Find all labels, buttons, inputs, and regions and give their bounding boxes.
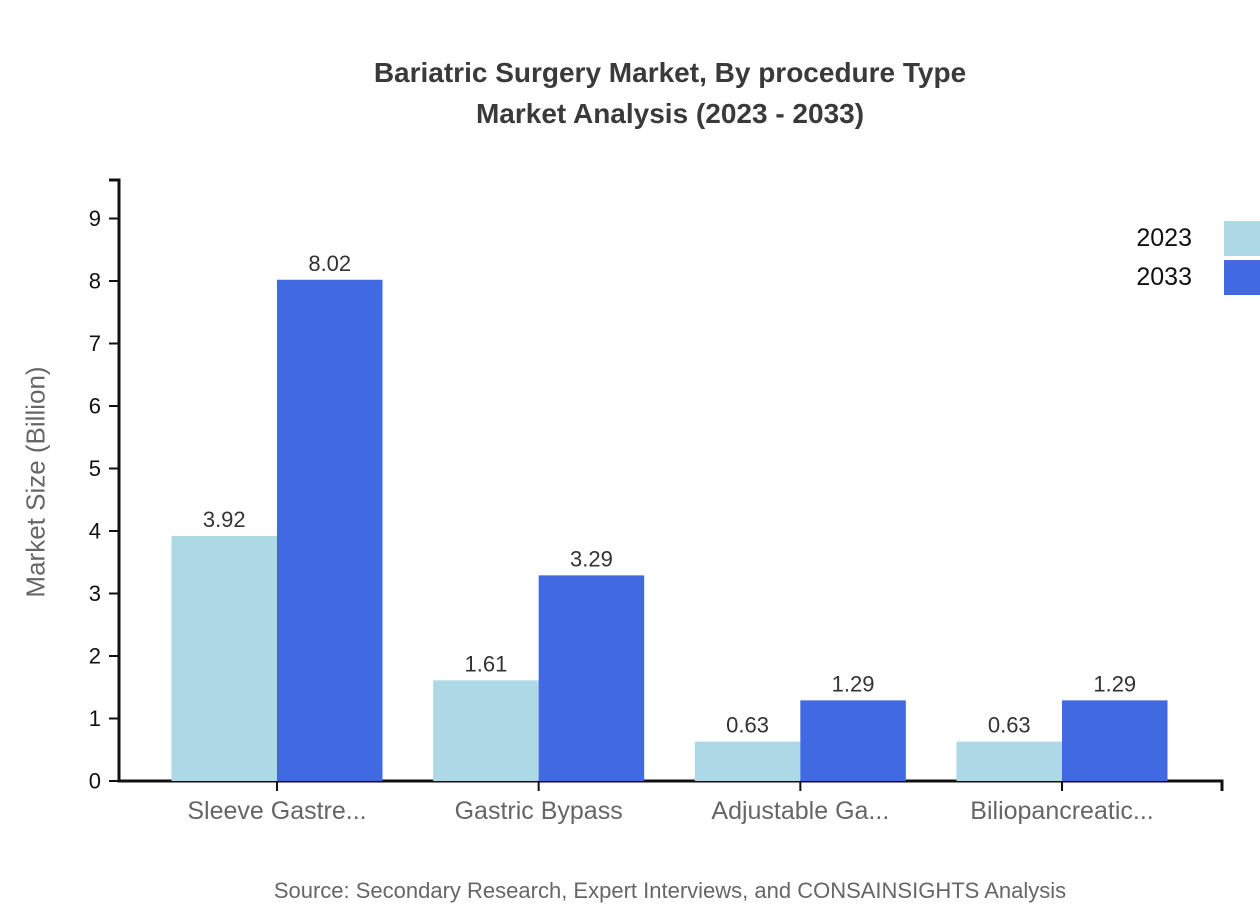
bar-2033-1 (538, 575, 645, 781)
legend-swatch (1224, 221, 1260, 256)
y-tick-label: 7 (89, 331, 101, 356)
chart-title-line1: Bariatric Surgery Market, By procedure T… (373, 57, 967, 88)
bar-2023-0 (171, 536, 277, 781)
legend-item-2033: 2033 (1136, 258, 1260, 297)
legend-swatch (1224, 260, 1260, 295)
value-label: 0.63 (726, 713, 769, 738)
chart-title-line2: Market Analysis (2023 - 2033) (475, 98, 865, 129)
category-label: Gastric Bypass (455, 797, 623, 825)
legend: 2023 2033 (1136, 219, 1260, 297)
source-note: Source: Secondary Research, Expert Inter… (273, 878, 1067, 903)
legend-label: 2023 (1136, 224, 1192, 252)
value-label: 8.02 (308, 251, 351, 276)
bar-2033-3 (1062, 700, 1168, 781)
y-tick-label: 4 (89, 519, 101, 544)
value-label: 1.29 (1093, 671, 1136, 696)
category-label: Sleeve Gastre... (187, 797, 366, 825)
bar-2023-2 (694, 741, 801, 781)
legend-label: 2033 (1136, 263, 1192, 291)
bar-2033-2 (800, 700, 906, 781)
value-label: 1.29 (832, 671, 875, 696)
y-tick-label: 6 (89, 394, 101, 419)
category-label: Biliopancreatic... (970, 797, 1153, 825)
legend-item-2023: 2023 (1136, 219, 1260, 258)
y-tick-label: 0 (89, 769, 101, 794)
category-label: Adjustable Ga... (711, 797, 889, 825)
bar-2023-3 (956, 741, 1063, 781)
value-label: 3.29 (570, 546, 613, 571)
y-tick-label: 9 (89, 206, 101, 231)
chart-title: Bariatric Surgery Market, By procedure T… (80, 52, 1260, 134)
y-tick-label: 2 (89, 644, 101, 669)
y-tick-label: 8 (89, 269, 101, 294)
y-tick-label: 5 (89, 456, 101, 481)
value-label: 3.92 (203, 507, 246, 532)
bar-2033-0 (277, 279, 383, 781)
value-label: 1.61 (465, 651, 508, 676)
y-tick-label: 1 (89, 706, 101, 731)
value-label: 0.63 (988, 713, 1031, 738)
y-tick-label: 3 (89, 581, 101, 606)
bar-2023-1 (433, 680, 539, 781)
